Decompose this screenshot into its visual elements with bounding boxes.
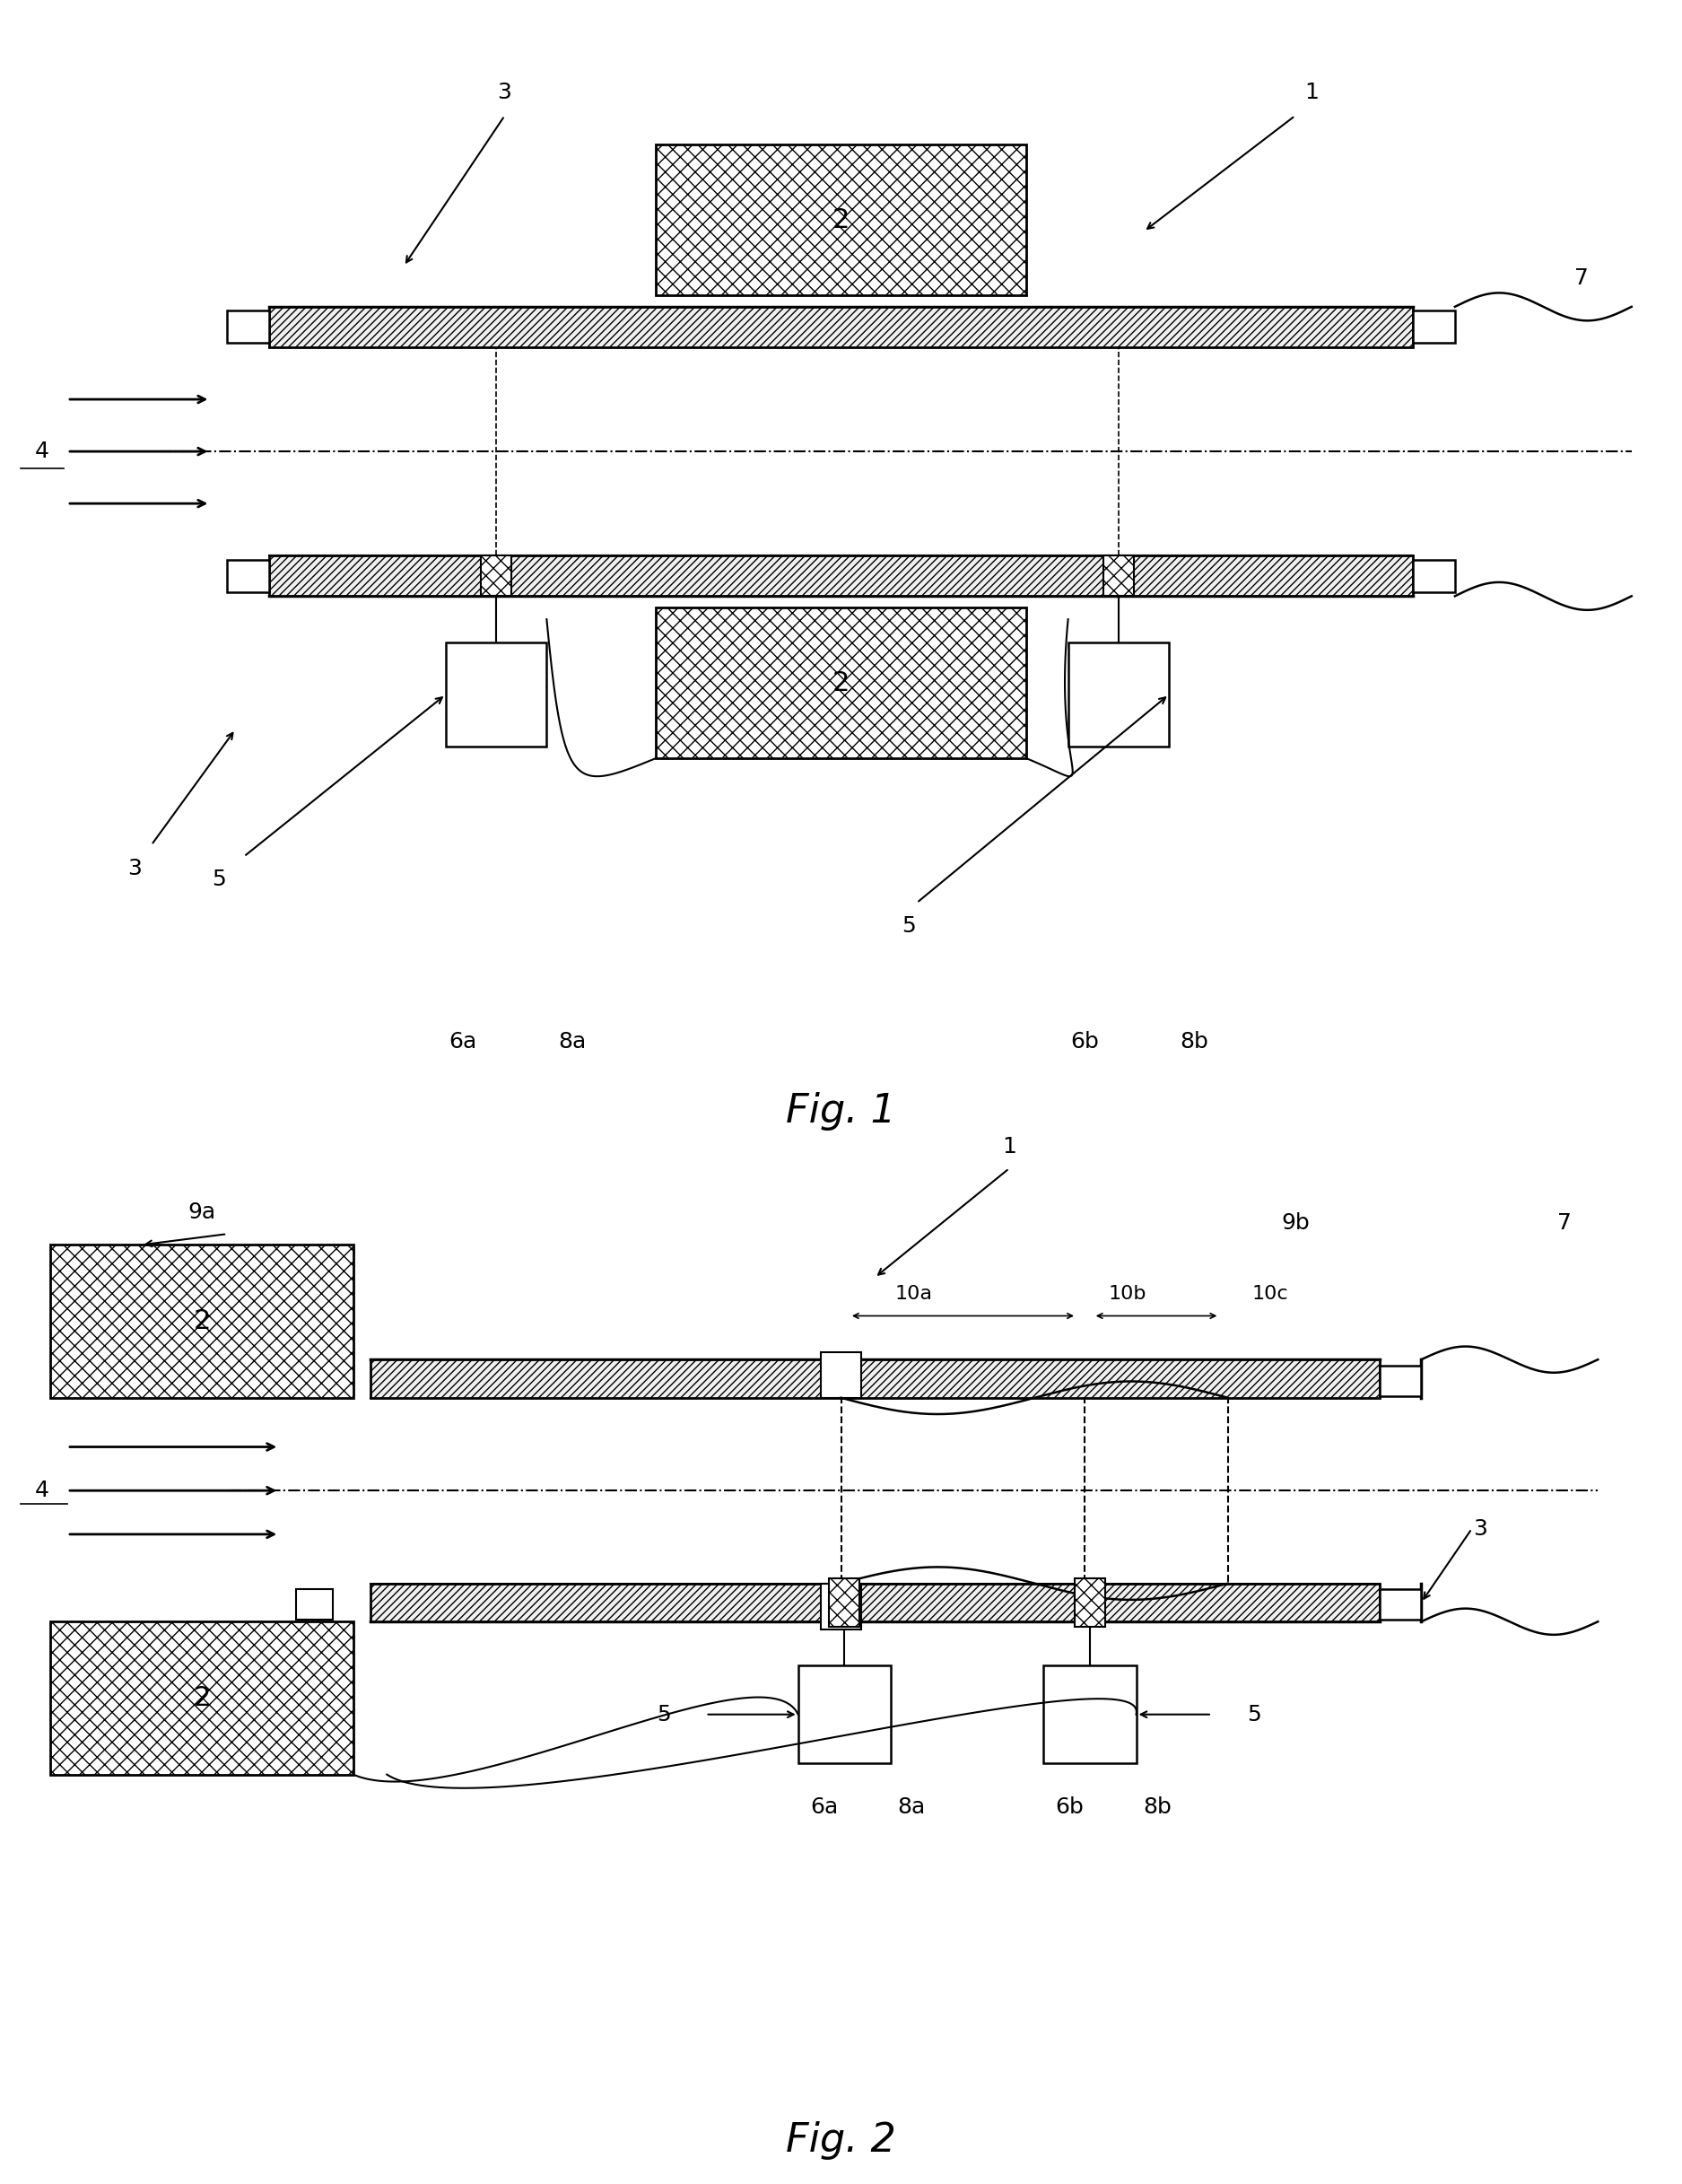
Bar [656, 144, 1026, 295]
Text: 1: 1 [1002, 1136, 1016, 1158]
Text: 9b: 9b [1282, 1212, 1309, 1234]
Text: 2: 2 [193, 1686, 210, 1710]
Bar [1103, 555, 1134, 596]
Text: 3: 3 [1473, 1518, 1487, 1540]
Text: 10a: 10a [895, 1284, 934, 1304]
Bar [269, 555, 1413, 596]
Text: 2: 2 [833, 670, 849, 697]
Text: 3: 3 [498, 81, 511, 103]
Bar [227, 310, 269, 343]
Text: 5: 5 [1246, 1704, 1262, 1725]
Bar [296, 1365, 333, 1396]
Text: 2: 2 [833, 207, 849, 234]
Bar [821, 1352, 861, 1398]
Bar [1075, 1577, 1105, 1627]
Bar [829, 1577, 860, 1627]
Text: 1: 1 [1305, 81, 1319, 103]
Bar [821, 1583, 861, 1629]
Text: Fig. 1: Fig. 1 [785, 1092, 897, 1131]
Text: 5: 5 [212, 869, 225, 891]
Text: 8a: 8a [898, 1797, 925, 1817]
Text: 10b: 10b [1108, 1284, 1147, 1304]
Text: 8a: 8a [558, 1031, 585, 1053]
Bar [1379, 1590, 1421, 1621]
Text: 6b: 6b [1071, 1031, 1100, 1053]
Bar [656, 607, 1026, 758]
Text: Fig. 2: Fig. 2 [785, 2121, 897, 2160]
Bar [1413, 310, 1455, 343]
Bar [370, 1583, 1379, 1621]
Text: 2: 2 [193, 1308, 210, 1334]
Text: 9a: 9a [188, 1201, 215, 1223]
Text: 7: 7 [1574, 266, 1588, 288]
Bar [50, 1621, 353, 1773]
Bar [50, 1245, 353, 1398]
Text: 4: 4 [35, 441, 49, 463]
Text: 5: 5 [656, 1704, 671, 1725]
Bar [1379, 1365, 1421, 1396]
Bar [296, 1590, 333, 1621]
Bar [481, 555, 511, 596]
Text: 8b: 8b [1181, 1031, 1209, 1053]
Text: 10c: 10c [1251, 1284, 1288, 1304]
Text: 8b: 8b [1144, 1797, 1171, 1817]
Bar [1068, 642, 1169, 747]
Bar [446, 642, 547, 747]
Bar [1413, 559, 1455, 592]
Text: 3: 3 [128, 858, 141, 878]
Text: 6a: 6a [811, 1797, 838, 1817]
Text: 4: 4 [35, 1481, 49, 1500]
Bar [799, 1666, 891, 1765]
Text: 7: 7 [1558, 1212, 1571, 1234]
Bar [1043, 1666, 1137, 1765]
Bar [370, 1358, 1379, 1398]
Text: 6a: 6a [449, 1031, 476, 1053]
Bar [227, 559, 269, 592]
Text: 6b: 6b [1056, 1797, 1085, 1817]
Text: 5: 5 [902, 915, 915, 937]
Bar [269, 306, 1413, 347]
